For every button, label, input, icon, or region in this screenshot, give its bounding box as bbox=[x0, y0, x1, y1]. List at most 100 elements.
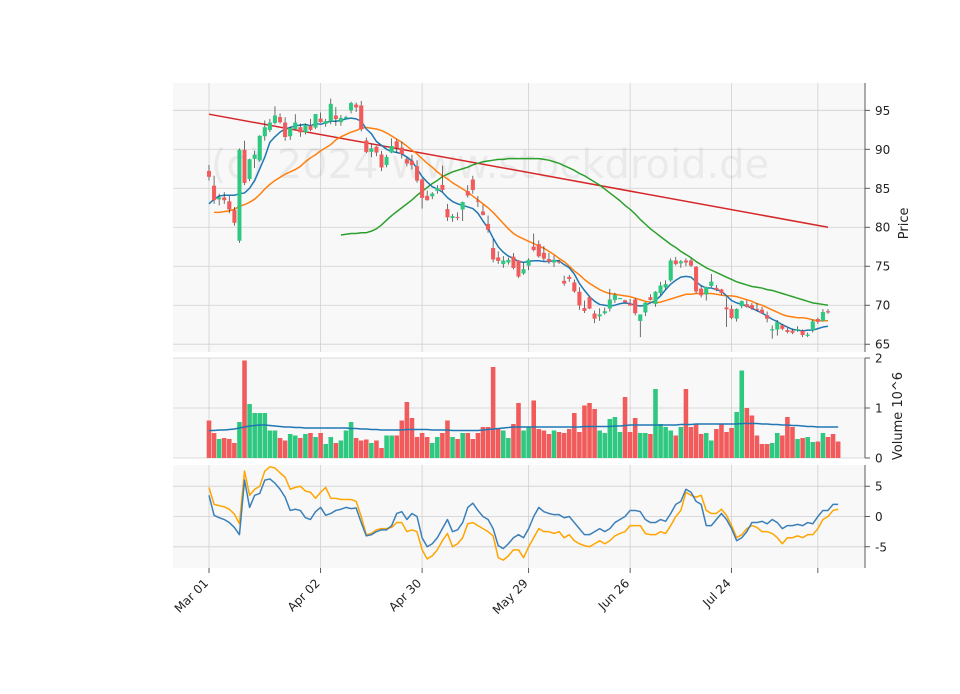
indicator-tick-label: -5 bbox=[875, 540, 887, 554]
volume-bar bbox=[561, 433, 567, 458]
candle-body bbox=[526, 259, 531, 266]
candle-body bbox=[785, 329, 790, 332]
candle-body bbox=[455, 216, 460, 219]
volume-bar bbox=[506, 438, 511, 458]
volume-bar bbox=[719, 424, 724, 458]
volume-bar bbox=[313, 437, 318, 458]
candle-body bbox=[465, 191, 470, 196]
candle-body bbox=[430, 193, 435, 197]
price-tick-label: 80 bbox=[875, 221, 890, 235]
volume-average-line bbox=[209, 422, 839, 432]
volume-bar bbox=[480, 427, 486, 458]
volume-bar bbox=[206, 420, 212, 458]
volume-bar bbox=[470, 439, 476, 458]
candle-body bbox=[379, 154, 384, 168]
volume-bar bbox=[709, 440, 714, 458]
candle-body bbox=[338, 117, 343, 123]
volume-bar bbox=[414, 437, 420, 458]
volume-tick-label: 1 bbox=[875, 402, 883, 416]
x-tick-label: Apr 02 bbox=[285, 576, 323, 614]
candle-body bbox=[313, 113, 318, 128]
ma-200-line bbox=[208, 113, 829, 228]
volume-bar bbox=[262, 413, 268, 458]
candle-body bbox=[577, 291, 582, 306]
candle-body bbox=[283, 122, 288, 138]
volume-bar bbox=[419, 433, 425, 458]
volume-axis-label: Volume 10^6 bbox=[891, 372, 906, 460]
volume-bar bbox=[551, 430, 557, 458]
volume-bar bbox=[764, 444, 770, 458]
volume-bar bbox=[232, 443, 237, 458]
candle-body bbox=[709, 281, 714, 286]
volume-bar bbox=[490, 367, 496, 458]
volume-bar bbox=[805, 437, 810, 458]
volume-bar bbox=[237, 422, 242, 458]
candle-body bbox=[739, 301, 744, 307]
volume-bar bbox=[303, 434, 308, 458]
candle-body bbox=[683, 260, 688, 263]
candle-body bbox=[222, 197, 227, 201]
volume-bar bbox=[683, 389, 689, 458]
volume-bar bbox=[516, 403, 521, 458]
candle-body bbox=[602, 311, 607, 314]
candle-body bbox=[541, 252, 546, 259]
candle-body bbox=[480, 211, 486, 215]
volume-bar bbox=[358, 440, 364, 458]
volume-bar bbox=[663, 427, 668, 458]
candle-body bbox=[328, 103, 333, 122]
candle-body bbox=[247, 159, 252, 180]
volume-bar bbox=[572, 413, 577, 458]
candle-body bbox=[551, 259, 557, 263]
volume-bar bbox=[714, 429, 719, 458]
candle-body bbox=[633, 299, 638, 314]
candle-body bbox=[237, 149, 242, 241]
volume-bar bbox=[267, 430, 273, 458]
candle-body bbox=[749, 305, 754, 309]
price-tick-label: 70 bbox=[875, 299, 890, 313]
candle-body bbox=[343, 117, 349, 119]
candle-body bbox=[227, 201, 232, 210]
volume-bar bbox=[800, 438, 805, 458]
x-tick-label: Apr 30 bbox=[386, 576, 424, 614]
volume-bar bbox=[216, 439, 222, 458]
volume-bar bbox=[429, 443, 435, 458]
candle-body bbox=[303, 124, 308, 133]
volume-bar bbox=[500, 430, 506, 458]
candle-body bbox=[333, 115, 338, 120]
volume-bar bbox=[526, 427, 531, 458]
volume-bar bbox=[744, 408, 750, 458]
volume-bar bbox=[424, 437, 430, 458]
volume-bar bbox=[688, 427, 694, 458]
price-tick-label: 95 bbox=[875, 104, 890, 118]
candle-body bbox=[425, 195, 430, 201]
volume-bar bbox=[531, 400, 537, 458]
candle-body bbox=[409, 160, 414, 166]
candle-body bbox=[678, 261, 683, 264]
candle-body bbox=[790, 330, 795, 333]
volume-bar bbox=[379, 448, 384, 458]
volume-tick-label: 2 bbox=[875, 352, 883, 366]
candle-body bbox=[212, 185, 217, 201]
candle-body bbox=[617, 298, 623, 300]
candle-body bbox=[496, 257, 501, 261]
volume-bar bbox=[597, 430, 602, 458]
volume-bar bbox=[282, 440, 288, 458]
x-tick-label: May 29 bbox=[490, 576, 531, 617]
volume-bar bbox=[384, 435, 389, 458]
volume-bar bbox=[318, 433, 323, 458]
volume-bar bbox=[673, 435, 679, 458]
candle-body bbox=[450, 216, 455, 219]
candle-body bbox=[369, 148, 374, 152]
volume-bar bbox=[759, 444, 765, 458]
candle-body bbox=[516, 260, 521, 277]
volume-bar bbox=[749, 415, 755, 458]
volume-bar bbox=[353, 438, 359, 458]
candle-body bbox=[815, 319, 820, 322]
candle-body bbox=[394, 141, 399, 148]
price-tick-label: 85 bbox=[875, 182, 890, 196]
candle-body bbox=[825, 311, 831, 313]
candle-body bbox=[435, 188, 440, 191]
volume-bar bbox=[445, 420, 450, 458]
candle-body bbox=[217, 197, 222, 200]
volume-bar bbox=[450, 437, 455, 458]
